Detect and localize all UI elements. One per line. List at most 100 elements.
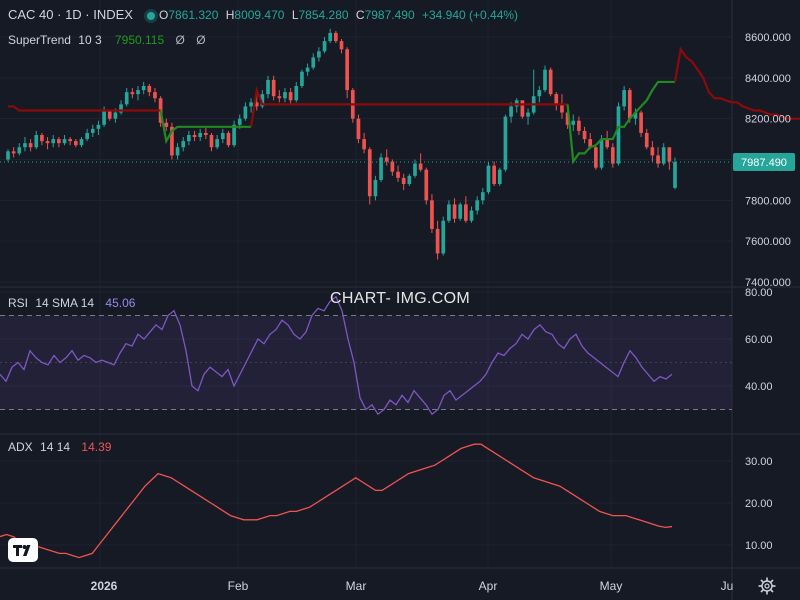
grid-lines bbox=[0, 0, 732, 568]
candle bbox=[582, 126, 587, 144]
last-price-tag: 7987.490 bbox=[733, 153, 795, 172]
candle bbox=[339, 39, 344, 54]
candle bbox=[266, 75, 270, 99]
candle bbox=[11, 147, 16, 158]
supertrend-segment-up bbox=[566, 80, 675, 165]
supertrend-params: 10 3 bbox=[78, 33, 102, 47]
candle bbox=[62, 135, 67, 146]
tradingview-logo-icon[interactable] bbox=[8, 538, 38, 562]
candle bbox=[170, 122, 174, 160]
candle bbox=[28, 139, 33, 152]
candle bbox=[215, 135, 219, 150]
candle bbox=[68, 137, 73, 146]
candle bbox=[656, 147, 660, 168]
candle bbox=[639, 110, 643, 138]
watermark: CHART- IMG.COM bbox=[330, 290, 470, 307]
candle bbox=[187, 130, 191, 146]
candle bbox=[661, 143, 666, 166]
candle bbox=[356, 114, 361, 144]
candle bbox=[232, 120, 236, 148]
supertrend-segment-down bbox=[249, 85, 568, 128]
candle bbox=[311, 53, 316, 70]
adx-legend[interactable]: ADX 14 14 14.39 bbox=[8, 440, 115, 454]
adx-name: ADX bbox=[8, 440, 33, 454]
hide-icon[interactable]: Ø bbox=[175, 33, 185, 47]
time-tick-label: Apr bbox=[479, 579, 498, 593]
rsi-value: 45.06 bbox=[105, 296, 136, 310]
candle bbox=[610, 143, 615, 168]
candle bbox=[181, 137, 186, 152]
candle bbox=[249, 98, 253, 113]
hide-icon-2[interactable]: Ø bbox=[196, 33, 206, 47]
candle bbox=[673, 157, 677, 190]
candle bbox=[124, 88, 129, 107]
gear-icon[interactable] bbox=[757, 576, 777, 596]
candle bbox=[283, 88, 287, 103]
candle bbox=[271, 75, 276, 101]
rsi-legend[interactable]: RSI 14 SMA 14 45.06 bbox=[8, 296, 139, 310]
candle bbox=[650, 141, 655, 162]
low-label: L bbox=[291, 8, 299, 22]
candle bbox=[294, 81, 299, 103]
candle bbox=[430, 194, 434, 233]
candle bbox=[51, 135, 56, 148]
price-tick-label: 8400.000 bbox=[745, 73, 791, 85]
rsi-series bbox=[0, 295, 732, 416]
candle bbox=[418, 153, 423, 172]
candle bbox=[367, 147, 372, 205]
candle bbox=[6, 149, 10, 162]
candle bbox=[209, 132, 214, 152]
candle bbox=[599, 135, 604, 170]
candle bbox=[362, 132, 366, 154]
time-tick-label: Feb bbox=[228, 579, 249, 593]
candle bbox=[300, 69, 304, 89]
candle bbox=[243, 102, 248, 121]
supertrend-legend[interactable]: SuperTrend 10 3 7950.115 Ø Ø bbox=[8, 33, 210, 47]
candle bbox=[407, 173, 412, 187]
candle bbox=[526, 108, 530, 125]
supertrend-value: 7950.115 bbox=[114, 33, 165, 47]
rsi-params: 14 SMA 14 bbox=[35, 296, 95, 310]
candle bbox=[198, 128, 203, 142]
candle bbox=[667, 147, 672, 170]
candle bbox=[543, 65, 547, 93]
candle bbox=[492, 161, 496, 187]
candle bbox=[509, 102, 513, 123]
close-value: 7987.490 bbox=[364, 8, 415, 22]
candle bbox=[447, 200, 451, 223]
candle bbox=[424, 167, 429, 205]
candle bbox=[136, 86, 140, 101]
candle bbox=[384, 149, 389, 166]
rsi-line bbox=[0, 295, 673, 416]
candle bbox=[560, 94, 564, 119]
time-axis[interactable]: 2026 Feb Mar Apr May Ju bbox=[91, 579, 734, 593]
candle bbox=[469, 206, 474, 223]
candle bbox=[497, 167, 502, 187]
price-tick-label: 8600.000 bbox=[745, 32, 791, 44]
time-tick-label: 2026 bbox=[91, 579, 118, 593]
symbol-title[interactable]: CAC 40 · 1D · INDEX bbox=[8, 7, 133, 22]
supertrend-segment-down bbox=[673, 46, 800, 121]
supertrend-segment-down bbox=[8, 105, 161, 112]
candle bbox=[175, 143, 180, 160]
adx-series bbox=[0, 443, 673, 559]
market-status-dot[interactable] bbox=[146, 11, 155, 20]
time-tick-label: May bbox=[600, 579, 623, 593]
candle bbox=[130, 88, 135, 99]
supertrend-segment-up bbox=[159, 110, 252, 145]
candlestick-series bbox=[6, 28, 677, 260]
main-legend: CAC 40 · 1D · INDEX O7861.320 H8009.470 L… bbox=[8, 7, 522, 22]
candle bbox=[554, 92, 559, 111]
open-label: O bbox=[158, 8, 169, 22]
candle bbox=[452, 198, 457, 223]
price-tick-label: 7400.000 bbox=[745, 277, 791, 289]
candle bbox=[34, 130, 39, 150]
candle bbox=[164, 118, 169, 131]
candle bbox=[503, 114, 508, 172]
open-value: 7861.320 bbox=[168, 8, 219, 22]
candle bbox=[480, 188, 485, 205]
rsi-name: RSI bbox=[8, 296, 29, 310]
candle bbox=[594, 145, 598, 170]
